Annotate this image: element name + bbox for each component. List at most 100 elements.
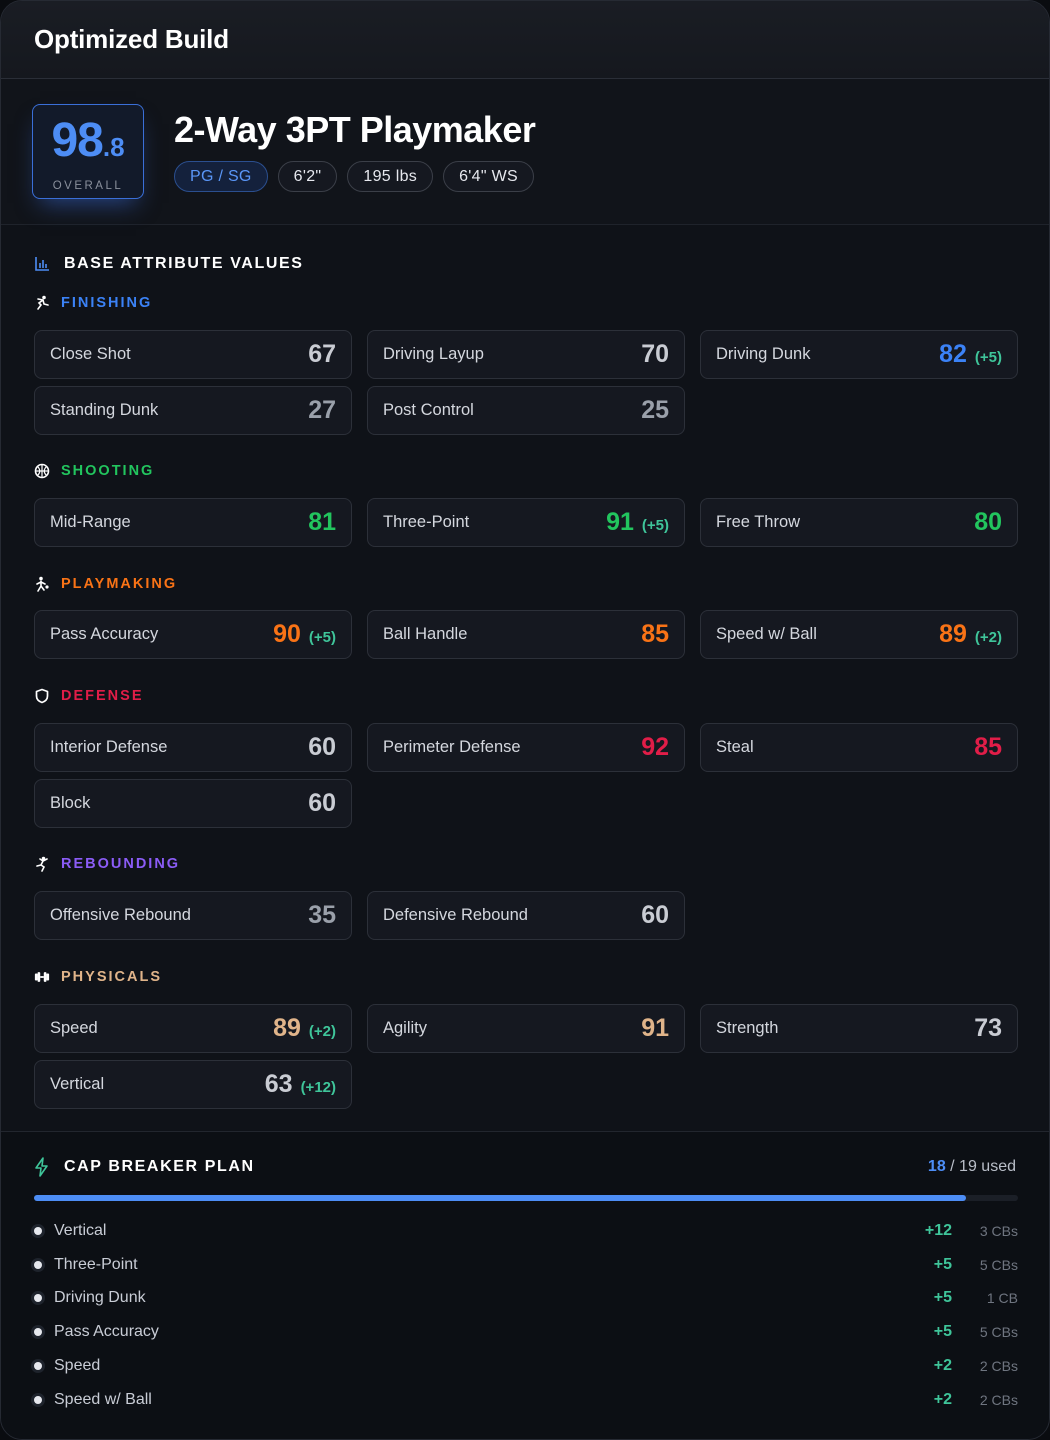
attribute-card: Mid-Range 81 xyxy=(34,498,352,547)
weight-pill: 195 lbs xyxy=(347,161,434,192)
attribute-card: Free Throw 80 xyxy=(700,498,1018,547)
category-header-playmaking: PLAYMAKING xyxy=(34,576,177,592)
attribute-name: Agility xyxy=(383,1019,428,1037)
category-title-defense: DEFENSE xyxy=(61,688,144,704)
build-summary: 98.8 OVERALL 2-Way 3PT Playmaker PG / SG… xyxy=(1,79,1049,225)
attribute-name: Offensive Rebound xyxy=(50,906,191,924)
attribute-value: 73 xyxy=(974,1014,1002,1042)
cap-breaker-header: CAP BREAKER PLAN xyxy=(34,1157,255,1177)
cap-breaker-progress-track xyxy=(34,1195,1018,1201)
attribute-value: 67 xyxy=(308,340,336,368)
cap-breaker-count: 3 CBs xyxy=(979,1223,1018,1239)
cap-breaker-bonus: +5 xyxy=(933,1323,952,1341)
attribute-name: Three-Point xyxy=(383,513,470,531)
bullet-dot-icon xyxy=(34,1361,42,1370)
overall-integer: 98 xyxy=(51,114,103,167)
attribute-card: Pass Accuracy 90 (+5) xyxy=(34,610,352,659)
cap-breaker-count: 5 CBs xyxy=(979,1256,1018,1273)
attribute-card: Three-Point 91 (+5) xyxy=(367,498,685,547)
category-title-shooting: SHOOTING xyxy=(61,463,155,479)
attribute-value: 82 xyxy=(939,340,967,368)
attribute-value: 81 xyxy=(308,508,336,536)
attribute-bonus: (+12) xyxy=(300,1079,336,1096)
attribute-name: Ball Handle xyxy=(383,625,468,643)
category-header-finishing: FINISHING xyxy=(34,295,152,311)
attribute-value: 89 xyxy=(273,1014,301,1042)
attribute-card: Agility 91 xyxy=(367,1004,685,1053)
attribute-card: Offensive Rebound 35 xyxy=(34,891,352,940)
attribute-value: 91 xyxy=(606,508,634,536)
attribute-card: Driving Dunk 82 (+5) xyxy=(700,330,1018,379)
overall-rating-badge: 98.8 OVERALL xyxy=(32,104,144,199)
attribute-value: 85 xyxy=(974,733,1002,761)
category-header-shooting: SHOOTING xyxy=(34,463,154,479)
page-title: Optimized Build xyxy=(34,24,229,54)
cap-breaker-bonus: +2 xyxy=(933,1356,952,1374)
jumper-icon xyxy=(34,856,50,872)
attribute-name: Pass Accuracy xyxy=(50,625,159,643)
attribute-name: Defensive Rebound xyxy=(383,906,528,924)
cap-breaker-attribute: Pass Accuracy xyxy=(54,1323,159,1341)
cap-breaker-bonus: +2 xyxy=(933,1390,952,1408)
attribute-value: 70 xyxy=(641,340,669,368)
attribute-value: 60 xyxy=(641,901,669,929)
attribute-bonus: (+2) xyxy=(974,629,1002,646)
attribute-name: Strength xyxy=(716,1019,779,1037)
attribute-name: Perimeter Defense xyxy=(383,738,521,756)
attribute-card: Standing Dunk 27 xyxy=(34,386,352,435)
attribute-value: 25 xyxy=(641,396,669,424)
cap-breaker-attribute: Speed w/ Ball xyxy=(54,1390,152,1408)
attribute-value: 92 xyxy=(641,733,669,761)
dribbler-icon xyxy=(34,576,50,592)
cap-breaker-usage: 18 / 19 used xyxy=(928,1158,1016,1176)
attribute-card: Ball Handle 85 xyxy=(367,610,685,659)
attribute-card: Close Shot 67 xyxy=(34,330,352,379)
bullet-dot-icon xyxy=(34,1395,42,1404)
cap-breaker-row: Three-Point +5 5 CBs xyxy=(34,1254,1018,1276)
cap-breaker-count: 2 CBs xyxy=(979,1357,1018,1374)
build-pills: PG / SG 6'2" 195 lbs 6'4" WS xyxy=(174,161,534,192)
attribute-value: 60 xyxy=(308,789,336,817)
attribute-name: Close Shot xyxy=(50,345,131,363)
cap-breaker-attribute: Vertical xyxy=(54,1222,107,1239)
category-title-finishing: FINISHING xyxy=(61,295,153,311)
cap-breaker-attribute: Three-Point xyxy=(54,1255,138,1273)
attributes-section-title: BASE ATTRIBUTE VALUES xyxy=(64,255,304,272)
attribute-value: 91 xyxy=(641,1014,669,1042)
attribute-card: Block 60 xyxy=(34,779,352,828)
category-header-physicals: PHYSICALS xyxy=(34,969,162,985)
cap-breaker-title: CAP BREAKER PLAN xyxy=(64,1158,255,1175)
cap-breaker-row: Driving Dunk +5 1 CB xyxy=(34,1287,1018,1309)
attribute-bonus: (+5) xyxy=(974,349,1002,366)
build-name: 2-Way 3PT Playmaker xyxy=(174,109,536,150)
dumbbell-icon xyxy=(34,969,50,985)
attribute-card: Strength 73 xyxy=(700,1004,1018,1053)
attribute-value: 27 xyxy=(308,396,336,424)
cap-breaker-row: Vertical +12 3 CBs xyxy=(34,1220,1018,1242)
category-header-rebounding: REBOUNDING xyxy=(34,856,180,872)
attribute-card: Vertical 63 (+12) xyxy=(34,1060,352,1109)
cap-breaker-bonus: +5 xyxy=(933,1289,952,1307)
attribute-card: Speed 89 (+2) xyxy=(34,1004,352,1053)
attribute-name: Mid-Range xyxy=(50,513,131,531)
bullet-dot-icon xyxy=(34,1260,42,1269)
attribute-value: 60 xyxy=(308,733,336,761)
attribute-name: Vertical xyxy=(50,1075,105,1093)
attribute-bonus: (+5) xyxy=(641,517,669,534)
attributes-section-header: BASE ATTRIBUTE VALUES xyxy=(34,255,304,273)
attribute-bonus: (+2) xyxy=(308,1023,336,1040)
cap-breaker-bonus: +12 xyxy=(924,1222,952,1239)
attribute-value: 35 xyxy=(308,901,336,929)
attribute-name: Standing Dunk xyxy=(50,401,159,419)
bullet-dot-icon xyxy=(34,1227,42,1235)
cap-breaker-bonus: +5 xyxy=(933,1255,952,1273)
attribute-name: Driving Dunk xyxy=(716,345,811,363)
cap-breaker-attribute: Driving Dunk xyxy=(54,1289,146,1307)
lightning-icon xyxy=(34,1157,50,1177)
attribute-name: Driving Layup xyxy=(383,345,484,363)
overall-decimal: .8 xyxy=(102,132,125,162)
shield-icon xyxy=(34,688,50,704)
cap-breaker-total: / 19 used xyxy=(945,1158,1016,1175)
attribute-name: Post Control xyxy=(383,401,474,419)
bar-chart-icon xyxy=(34,256,50,272)
